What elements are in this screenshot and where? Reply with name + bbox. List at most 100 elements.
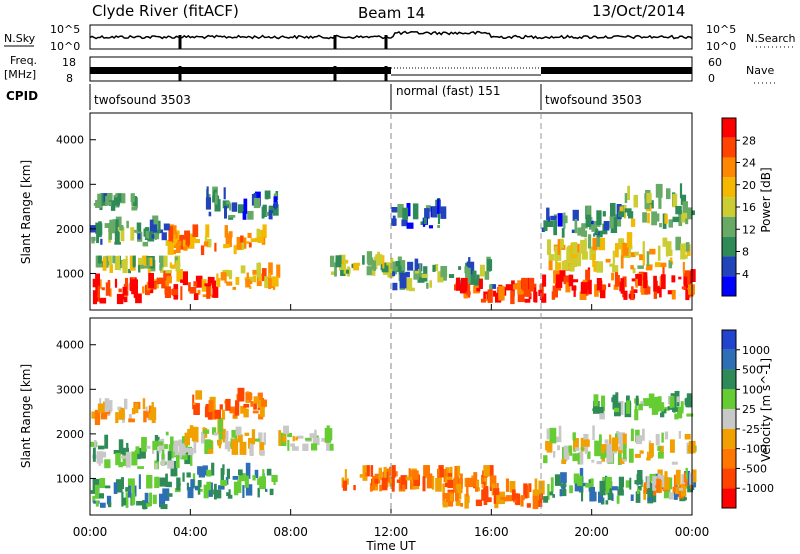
heatmap-cell [587, 234, 592, 249]
heatmap-cell [656, 478, 661, 493]
heatmap-cell [423, 465, 430, 477]
heatmap-cell [406, 278, 413, 291]
heatmap-cell [193, 441, 197, 454]
heatmap-cell [220, 272, 227, 281]
heatmap-cell [605, 258, 611, 263]
nave-top-tick: 60 [708, 56, 722, 69]
heatmap-cell [94, 484, 99, 499]
colorbar-tick-label: 1000 [742, 344, 770, 357]
heatmap-cell [90, 441, 98, 447]
heatmap-cell [675, 469, 681, 486]
heatmap-cell [468, 261, 475, 275]
heatmap-cell [600, 453, 606, 460]
heatmap-cell [122, 454, 129, 466]
heatmap-cell [206, 469, 212, 477]
heatmap-cell [167, 242, 174, 255]
heatmap-cell [273, 204, 279, 216]
heatmap-cell [104, 223, 111, 228]
heatmap-cell [580, 437, 585, 452]
heatmap-cell [402, 207, 409, 220]
heatmap-cell [128, 269, 131, 274]
heatmap-cell [154, 476, 160, 489]
heatmap-cell [486, 259, 493, 271]
heatmap-cell [164, 286, 171, 298]
heatmap-cell [657, 396, 662, 409]
heatmap-cell [619, 206, 624, 212]
heatmap-cell [229, 270, 233, 280]
heatmap-cell [229, 406, 236, 414]
heatmap-cell [635, 274, 642, 286]
heatmap-cell [569, 485, 573, 494]
freq-label: Freq. [10, 54, 37, 67]
heatmap-cell [598, 491, 604, 503]
heatmap-cell [663, 487, 671, 499]
heatmap-cell [572, 432, 576, 441]
heatmap-cell [637, 470, 643, 483]
heatmap-cell [548, 254, 555, 261]
heatmap-cell [219, 432, 225, 440]
heatmap-cell [500, 496, 508, 502]
heatmap-cell [265, 488, 268, 492]
heatmap-cell [578, 252, 581, 257]
y-tick-label: 4000 [56, 134, 84, 147]
heatmap-cell [262, 224, 267, 238]
heatmap-cell [555, 274, 563, 288]
heatmap-cell [183, 454, 188, 460]
colorbar-tick-label: 16 [742, 201, 756, 214]
heatmap-cell [397, 204, 404, 218]
heatmap-cell [596, 461, 602, 465]
heatmap-cell [187, 237, 195, 249]
heatmap-cell [557, 445, 561, 451]
y-tick-label: 3000 [56, 383, 84, 396]
heatmap-cell [660, 412, 665, 418]
heatmap-cell [664, 407, 670, 411]
heatmap-cell [672, 193, 678, 208]
heatmap-cell [190, 449, 193, 466]
heatmap-cell [302, 443, 309, 451]
heatmap-cell [658, 197, 662, 209]
heatmap-cell [260, 229, 264, 243]
heatmap-cell [233, 481, 239, 496]
heatmap-cell [401, 219, 407, 227]
heatmap-cell [374, 478, 379, 484]
heatmap-cell [250, 238, 258, 242]
heatmap-cell [580, 487, 583, 491]
heatmap-cell [667, 290, 675, 295]
heatmap-cell [237, 204, 244, 214]
cpid-label: CPID [6, 89, 38, 103]
heatmap-cell [176, 477, 181, 491]
heatmap-cell [460, 278, 468, 294]
heatmap-cell [258, 276, 262, 282]
heatmap-cell [193, 293, 199, 300]
heatmap-cell [100, 407, 108, 420]
heatmap-cell [96, 227, 99, 244]
heatmap-cell [538, 480, 545, 495]
heatmap-cell [326, 437, 330, 451]
heatmap-cell [622, 433, 627, 449]
heatmap-cell [608, 283, 611, 287]
heatmap-cell [596, 233, 601, 247]
heatmap-cell [689, 472, 694, 485]
heatmap-cell [631, 286, 634, 300]
heatmap-cell [546, 442, 553, 453]
heatmap-cell [440, 266, 448, 278]
freq-top-tick: 18 [62, 56, 76, 69]
heatmap-cell [203, 484, 209, 499]
heatmap-cell [392, 261, 398, 275]
heatmap-cell [264, 190, 271, 199]
heatmap-cell [681, 286, 686, 290]
heatmap-cell [223, 244, 228, 249]
heatmap-cell [621, 204, 627, 212]
y-tick-label: 1000 [56, 267, 84, 280]
heatmap-cell [585, 214, 592, 228]
heatmap-cell [94, 440, 97, 448]
heatmap-cell [327, 428, 333, 441]
heatmap-cell [126, 442, 129, 458]
heatmap-cell [220, 479, 228, 486]
heatmap-cell [605, 500, 609, 505]
x-tick-label: 00:00 [675, 525, 710, 539]
heatmap-cell [222, 428, 226, 443]
heatmap-cell [222, 464, 225, 475]
heatmap-cell [654, 262, 661, 268]
heatmap-cell [639, 450, 644, 454]
